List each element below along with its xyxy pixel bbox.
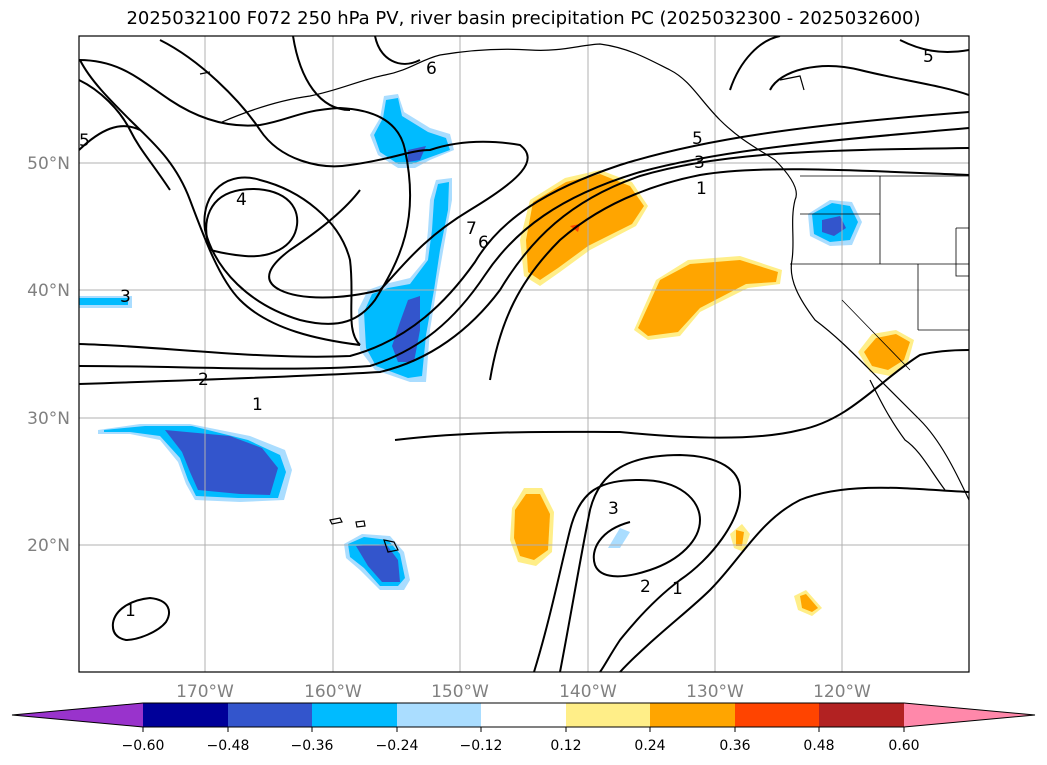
pv-label: 3 [120, 287, 131, 307]
lon-label: 120°W [813, 682, 871, 702]
pv-label: 7 [466, 219, 477, 239]
colorbar-segment [143, 703, 228, 727]
colorbar-tick: 0.48 [803, 738, 834, 754]
lat-label: 50°N [27, 154, 70, 174]
colorbar: −0.60 −0.48 −0.36 −0.24 −0.12 0.12 0.24 … [11, 702, 1036, 754]
map-frame [78, 35, 970, 673]
pv-label: 2 [640, 577, 651, 597]
colorbar-tick: −0.60 [122, 738, 165, 754]
colorbar-tick: −0.36 [291, 738, 334, 754]
colorbar-tick: 0.60 [888, 738, 919, 754]
pv-label: 6 [478, 233, 489, 253]
pv-label: 5 [79, 131, 90, 151]
colorbar-tick: 0.36 [719, 738, 750, 754]
lon-label: 160°W [304, 682, 362, 702]
lon-label: 170°W [176, 682, 234, 702]
colorbar-segment [566, 703, 650, 727]
lat-label: 30°N [27, 409, 70, 429]
colorbar-segment [650, 703, 735, 727]
gridlines [79, 36, 969, 672]
lon-label: 140°W [559, 682, 617, 702]
pv-label: 4 [236, 190, 247, 210]
colorbar-segment [735, 703, 819, 727]
lat-label: 20°N [27, 536, 70, 556]
pv-contours [79, 36, 969, 672]
longitude-labels: 170°W 160°W 150°W 140°W 130°W 120°W [176, 682, 871, 702]
colorbar-tick: 0.12 [550, 738, 581, 754]
pv-label: 5 [692, 129, 703, 149]
state-borders [790, 175, 969, 371]
pv-contour-labels: 1 1 1 1 2 2 3 3 3 4 5 5 6 7 6 5 [79, 47, 934, 621]
colorbar-segment [819, 703, 904, 727]
colorbar-extend-low [12, 703, 143, 727]
pv-label: 1 [672, 579, 683, 599]
pv-label: 1 [696, 179, 707, 199]
map-panel: 1 1 1 1 2 2 3 3 3 4 5 5 6 7 6 5 [79, 36, 969, 672]
lon-label: 130°W [686, 682, 744, 702]
pv-label: 1 [125, 601, 136, 621]
pv-label: 5 [923, 47, 934, 67]
latitude-labels: 50°N 40°N 30°N 20°N [27, 154, 70, 556]
lat-label: 40°N [27, 281, 70, 301]
colorbar-tick: −0.24 [376, 738, 419, 754]
colorbar-tick: −0.12 [460, 738, 503, 754]
pv-label: 6 [426, 59, 437, 79]
pv-label: 3 [694, 153, 705, 173]
positive-precip-shading [510, 170, 914, 616]
map-title: 2025032100 F072 250 hPa PV, river basin … [126, 8, 921, 29]
colorbar-segment [228, 703, 312, 727]
pv-label: 1 [252, 395, 263, 415]
colorbar-segment [481, 703, 566, 727]
colorbar-tick: −0.48 [207, 738, 250, 754]
pv-label: 2 [198, 370, 209, 390]
colorbar-extend-high [904, 703, 1035, 727]
coastlines [199, 43, 969, 553]
colorbar-segment [312, 703, 397, 727]
pv-label: 3 [608, 499, 619, 519]
colorbar-segment [397, 703, 481, 727]
colorbar-tick: 0.24 [634, 738, 665, 754]
negative-precip-shading [79, 94, 862, 590]
lon-label: 150°W [431, 682, 489, 702]
